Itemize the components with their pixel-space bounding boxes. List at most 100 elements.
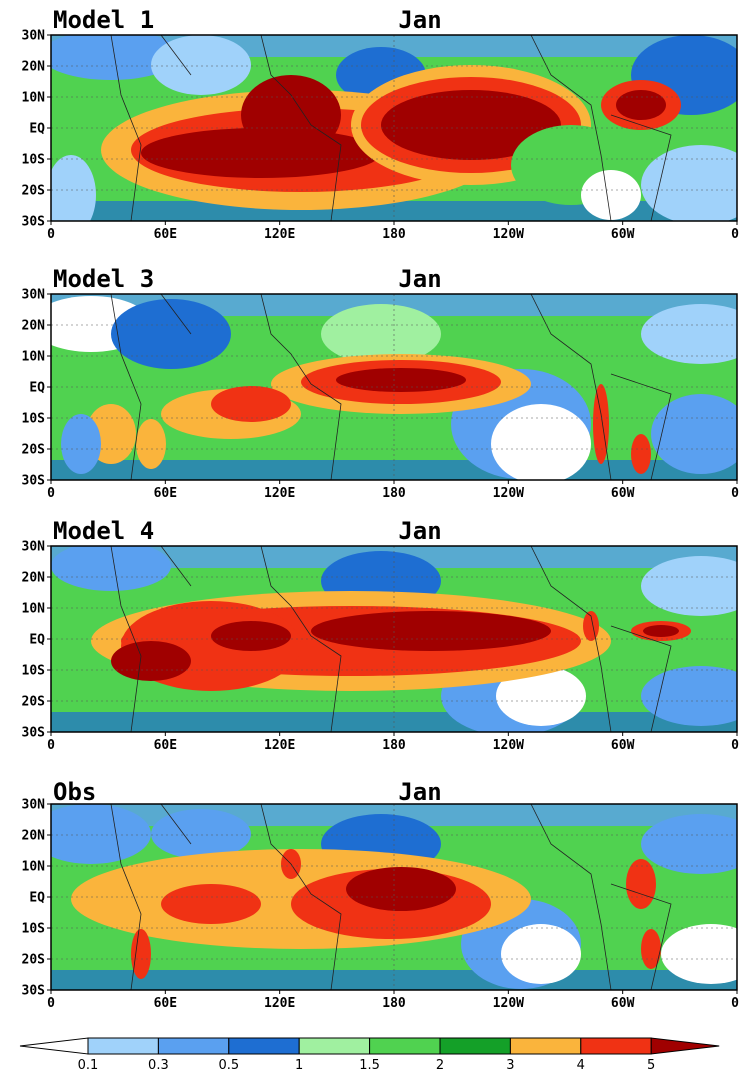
precip-blob: [151, 809, 251, 859]
lat-tick-label: 30N: [22, 288, 46, 303]
lon-tick-label: 0: [731, 738, 739, 753]
lat-tick-label: 30N: [22, 29, 46, 44]
americas-coast: [530, 804, 672, 990]
panel-title: Model 1: [53, 6, 154, 34]
panel-month: Jan: [398, 517, 441, 545]
colorbar-segment: [580, 1037, 652, 1055]
colorbar-level-label: 0.3: [148, 1058, 169, 1073]
asia-australia-coast: [260, 546, 342, 732]
precip-blob: [151, 35, 251, 95]
lat-tick-label: EQ: [29, 122, 45, 137]
lat-tick-label: EQ: [29, 891, 45, 906]
lon-tick-label: 60W: [611, 738, 635, 753]
lat-tick-label: 30S: [22, 474, 46, 489]
colorbar-segment: [298, 1037, 371, 1055]
colorbar-level-label: 0.5: [218, 1058, 239, 1073]
asia-australia-coast: [260, 294, 342, 480]
precip-blob: [626, 859, 656, 909]
colorbar-level-label: 1: [295, 1058, 303, 1073]
precip-blob: [336, 368, 466, 392]
lat-tick-label: 10S: [22, 412, 46, 427]
lon-tick-label: 60E: [154, 996, 177, 1011]
precip-blob: [61, 414, 101, 474]
colorbar-segment: [369, 1037, 441, 1055]
lon-tick-label: 60E: [154, 738, 177, 753]
lon-tick-label: 120W: [493, 996, 524, 1011]
lat-tick-label: 10S: [22, 153, 46, 168]
precip-field: [51, 546, 737, 732]
lon-tick-label: 180: [382, 738, 406, 753]
lon-tick-label: 60W: [611, 996, 635, 1011]
panel-title: Model 3: [53, 265, 154, 293]
precip-blob: [501, 924, 581, 984]
precip-blob: [161, 884, 261, 924]
lat-tick-label: 10S: [22, 922, 46, 937]
lat-tick-label: 20S: [22, 443, 46, 458]
panel-title: Obs: [53, 778, 96, 806]
asia-australia-coast: [260, 804, 342, 990]
precip-blob: [51, 804, 151, 864]
lon-tick-label: 0: [731, 227, 739, 242]
africa-coast: [110, 546, 192, 732]
gridlines: [51, 294, 737, 480]
lat-tick-label: 10N: [22, 602, 46, 617]
colorbar-segment: [87, 1037, 159, 1055]
precip-blob: [136, 419, 166, 469]
lat-tick-label: 20N: [22, 60, 46, 75]
colorbar-level-label: 3: [506, 1058, 514, 1073]
precip-blob: [211, 621, 291, 651]
precip-blob: [381, 90, 561, 160]
precip-field: [51, 804, 737, 990]
lat-tick-label: 10S: [22, 664, 46, 679]
precip-blob: [641, 556, 737, 616]
asia-australia-coast: [260, 35, 342, 221]
precip-blob: [661, 924, 737, 984]
precip-blob: [616, 90, 666, 120]
americas-coast: [530, 35, 672, 221]
precip-blob: [311, 611, 551, 651]
colorbar: 0.1 0.3 0.5 1 1.5 2 3 4 5: [19, 1037, 720, 1073]
lon-tick-label: 0: [731, 486, 739, 501]
lat-tick-label: 30N: [22, 540, 46, 555]
gridlines: [51, 804, 737, 990]
coastlines: [110, 804, 672, 990]
lon-tick-label: 120E: [264, 486, 295, 501]
precip-blob: [51, 35, 181, 80]
colorbar-level-label: 0.1: [78, 1058, 99, 1073]
coastlines: [110, 546, 672, 732]
precip-blob: [641, 814, 737, 874]
lon-tick-label: 120W: [493, 227, 524, 242]
lon-tick-label: 60E: [154, 227, 177, 242]
lat-tick-label: 30S: [22, 726, 46, 741]
gridlines: [51, 35, 737, 221]
lon-tick-label: 60W: [611, 486, 635, 501]
colorbar-segment: [228, 1037, 300, 1055]
lon-tick-label: 0: [47, 227, 55, 242]
lat-tick-label: 20N: [22, 571, 46, 586]
lat-tick-label: 30N: [22, 798, 46, 813]
coastlines: [110, 294, 672, 480]
lon-tick-label: 0: [47, 486, 55, 501]
lat-tick-label: 10N: [22, 860, 46, 875]
lon-tick-label: 120W: [493, 486, 524, 501]
africa-coast: [110, 294, 192, 480]
precip-blob: [641, 929, 661, 969]
precip-blob: [651, 394, 737, 474]
lon-tick-label: 180: [382, 996, 406, 1011]
lon-tick-label: 120E: [264, 738, 295, 753]
precip-blob: [211, 386, 291, 422]
precip-blob: [641, 145, 737, 221]
colorbar-segment: [509, 1037, 582, 1055]
precip-blob: [593, 384, 609, 464]
precip-blob: [111, 299, 231, 369]
precip-field: [51, 35, 737, 221]
colorbar-segment: [157, 1037, 230, 1055]
precip-field: [51, 294, 737, 480]
lon-tick-label: 180: [382, 486, 406, 501]
lat-tick-label: 10N: [22, 91, 46, 106]
panel-month: Jan: [398, 265, 441, 293]
colorbar-lower-triangle: [19, 1037, 89, 1055]
